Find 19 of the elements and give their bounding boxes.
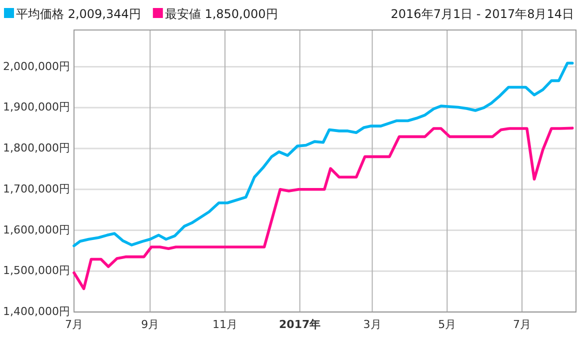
y-tick-label: 1,700,000円	[3, 182, 70, 196]
x-tick-label: 7月	[65, 318, 83, 331]
x-tick-label: 3月	[363, 318, 382, 331]
y-tick-label: 1,400,000円	[3, 305, 70, 318]
line-series	[72, 126, 574, 290]
x-tick-label: 7月	[512, 318, 531, 331]
y-tick-label: 1,500,000円	[3, 264, 70, 278]
x-tick-label: 11月	[212, 318, 238, 331]
y-tick-label: 1,600,000円	[3, 223, 70, 236]
legend-label: 平均価格 2,009,344円	[16, 7, 141, 21]
line-series	[72, 62, 574, 248]
legend-label: 最安値 1,850,000円	[164, 7, 278, 21]
x-tick-label: 2017年	[279, 318, 321, 331]
y-tick-label: 1,800,000円	[3, 142, 70, 155]
y-tick-label: 1,900,000円	[3, 100, 70, 114]
y-tick-label: 2,000,000円	[3, 60, 70, 73]
text: 2016年7月1日 - 2017年8月14日	[390, 7, 574, 21]
x-tick-label: 9月	[141, 318, 160, 331]
x-tick-label: 5月	[438, 318, 456, 331]
